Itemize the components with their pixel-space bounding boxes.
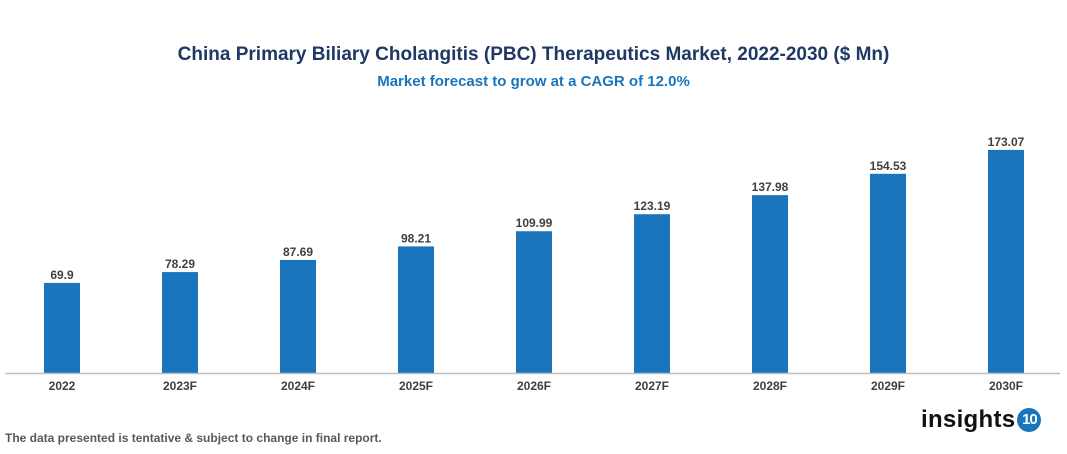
bar-2022: [44, 282, 80, 373]
data-label: 154.53: [870, 159, 907, 173]
bar-2025F: [398, 246, 434, 373]
data-label: 78.29: [165, 257, 195, 271]
x-tick-label: 2027F: [635, 379, 669, 393]
x-tick-label: 2030F: [989, 379, 1023, 393]
logo-badge: 10: [1017, 408, 1042, 432]
footnote: The data presented is tentative & subjec…: [5, 431, 382, 445]
data-label: 109.99: [516, 216, 553, 230]
chart-title: China Primary Biliary Cholangitis (PBC) …: [177, 44, 890, 65]
bar-2029F: [870, 173, 906, 373]
bar-2026F: [516, 231, 552, 373]
data-label: 137.98: [752, 180, 789, 194]
x-tick-label: 2023F: [163, 379, 197, 393]
x-tick-label: 2028F: [753, 379, 787, 393]
x-tick-label: 2025F: [399, 379, 433, 393]
chart-subtitle: Market forecast to grow at a CAGR of 12.…: [377, 73, 690, 90]
bar-2024F: [280, 259, 316, 373]
bar-2023F: [162, 272, 198, 373]
x-tick-label: 2022: [49, 379, 76, 393]
logo-text: insights: [921, 406, 1016, 433]
data-label: 173.07: [988, 135, 1025, 149]
bar-2030F: [988, 149, 1024, 373]
x-tick-label: 2026F: [517, 379, 551, 393]
data-label: 123.19: [634, 199, 671, 213]
data-label: 87.69: [283, 245, 313, 259]
bar-2028F: [752, 195, 788, 373]
insights10-logo: insights 10: [921, 406, 1042, 434]
data-label: 98.21: [401, 231, 431, 245]
bar-2027F: [634, 214, 670, 373]
data-label: 69.9: [50, 268, 74, 282]
x-tick-label: 2024F: [281, 379, 315, 393]
x-tick-label: 2029F: [871, 379, 905, 393]
